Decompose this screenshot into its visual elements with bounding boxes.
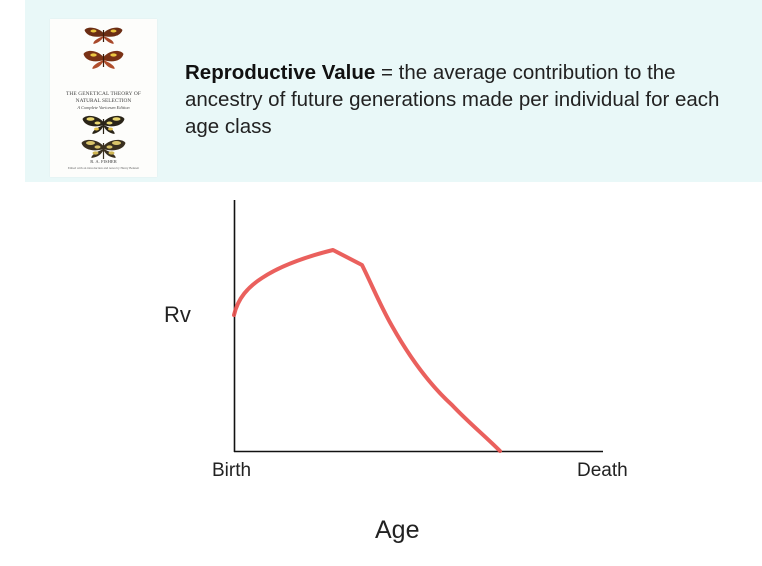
- book-title-line2: NATURAL SELECTION: [75, 98, 132, 104]
- book-editor-note: Edited with an introduction and notes by…: [67, 166, 140, 170]
- x-axis-label: Age: [375, 516, 420, 544]
- book-title-line1: THE GENETICAL THEORY OF: [65, 91, 142, 97]
- definition-body: = the average contribution to the ancest…: [185, 61, 720, 138]
- definition-term: Reproductive Value: [185, 61, 376, 84]
- x-tick-birth: Birth: [212, 460, 252, 481]
- rv-curve: [232, 248, 502, 453]
- definition-text: Reproductive Value = the average contrib…: [185, 59, 755, 140]
- x-tick-death: Death: [577, 460, 628, 481]
- book-subtitle: A Complete Variorum Edition: [77, 105, 130, 110]
- book-author: R. A. FISHER: [90, 159, 117, 164]
- butterfly-illustrations-icon: [81, 27, 126, 159]
- book-cover-image: THE GENETICAL THEORY OF NATURAL SELECTIO…: [50, 19, 157, 177]
- y-axis-label: Rv: [164, 302, 191, 327]
